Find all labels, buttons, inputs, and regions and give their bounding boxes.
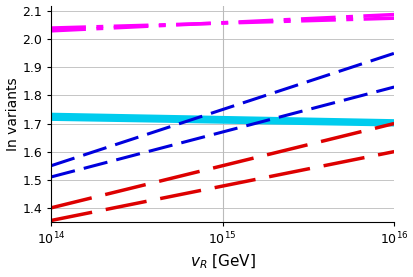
X-axis label: $v_R$ [GeV]: $v_R$ [GeV] <box>189 253 255 271</box>
Y-axis label: In variants: In variants <box>5 77 19 150</box>
